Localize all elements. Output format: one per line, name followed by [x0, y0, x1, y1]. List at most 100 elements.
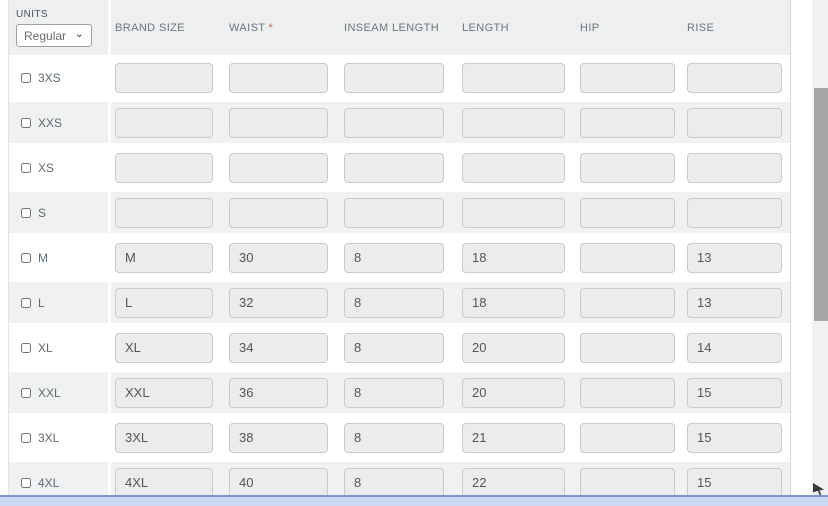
size-row-label: S — [38, 205, 47, 220]
rise-input[interactable] — [687, 107, 782, 138]
length-input[interactable] — [462, 197, 565, 228]
hip-input[interactable] — [580, 197, 675, 228]
waist-input[interactable] — [229, 377, 328, 408]
brand-size-input[interactable] — [115, 152, 213, 183]
rise-input[interactable] — [687, 242, 782, 273]
length-input[interactable] — [462, 467, 565, 498]
size-row-checkbox[interactable] — [21, 477, 31, 488]
size-row-checkbox[interactable] — [21, 432, 31, 443]
waist-input[interactable] — [229, 62, 328, 93]
hip-input[interactable] — [580, 62, 675, 93]
size-row-inputs — [111, 372, 790, 413]
size-row-checkbox[interactable] — [21, 72, 31, 83]
size-row-checkbox[interactable] — [21, 117, 31, 128]
inseam-length-input[interactable] — [344, 332, 444, 363]
waist-input[interactable] — [229, 197, 328, 228]
size-row-inputs — [111, 282, 790, 323]
rise-input[interactable] — [687, 422, 782, 453]
hip-input[interactable] — [580, 332, 675, 363]
inseam-length-input[interactable] — [344, 107, 444, 138]
brand-size-input[interactable] — [115, 467, 213, 498]
length-input[interactable] — [462, 107, 565, 138]
size-row-header: XS — [9, 145, 111, 190]
size-row-checkbox[interactable] — [21, 342, 31, 353]
rise-input[interactable] — [687, 152, 782, 183]
length-input[interactable] — [462, 332, 565, 363]
size-row-inputs — [111, 145, 790, 190]
column-header-inseam-length: INSEAM LENGTH — [344, 21, 440, 34]
table-row: M — [9, 235, 790, 280]
inseam-length-input[interactable] — [344, 287, 444, 318]
vertical-scrollbar[interactable] — [812, 0, 828, 506]
hip-input[interactable] — [580, 242, 675, 273]
table-row: XL — [9, 325, 790, 370]
brand-size-input[interactable] — [115, 377, 213, 408]
size-row-header: 3XL — [9, 415, 111, 460]
hip-input[interactable] — [580, 422, 675, 453]
brand-size-input[interactable] — [115, 107, 213, 138]
hip-input[interactable] — [580, 152, 675, 183]
brand-size-input[interactable] — [115, 287, 213, 318]
vertical-scrollbar-thumb[interactable] — [814, 88, 828, 321]
units-dropdown[interactable]: Regular ⌄ — [16, 24, 92, 47]
waist-input[interactable] — [229, 107, 328, 138]
table-row: XXL — [9, 370, 790, 415]
brand-size-input[interactable] — [115, 197, 213, 228]
inseam-length-input[interactable] — [344, 422, 444, 453]
size-row-header: 4XL — [9, 462, 111, 503]
rise-input[interactable] — [687, 332, 782, 363]
size-row-checkbox[interactable] — [21, 207, 31, 218]
waist-input[interactable] — [229, 152, 328, 183]
length-input[interactable] — [462, 152, 565, 183]
rise-input[interactable] — [687, 467, 782, 498]
waist-input[interactable] — [229, 422, 328, 453]
size-rows: 3XS XXS — [9, 55, 790, 505]
units-section: UNITS Regular ⌄ — [9, 0, 111, 55]
waist-input[interactable] — [229, 242, 328, 273]
table-row: 4XL — [9, 460, 790, 505]
waist-input[interactable] — [229, 467, 328, 498]
brand-size-input[interactable] — [115, 332, 213, 363]
inseam-length-input[interactable] — [344, 152, 444, 183]
units-selected-value: Regular — [24, 28, 67, 43]
column-header-length: LENGTH — [462, 21, 510, 34]
rise-input[interactable] — [687, 377, 782, 408]
column-headers: BRAND SIZE WAIST * INSEAM LENGTH LENGTH H… — [111, 0, 790, 55]
length-input[interactable] — [462, 422, 565, 453]
size-row-header: L — [9, 282, 111, 323]
size-row-label: 3XS — [38, 70, 61, 85]
inseam-length-input[interactable] — [344, 377, 444, 408]
waist-input[interactable] — [229, 332, 328, 363]
inseam-length-input[interactable] — [344, 62, 444, 93]
waist-input[interactable] — [229, 287, 328, 318]
hip-input[interactable] — [580, 467, 675, 498]
rise-input[interactable] — [687, 62, 782, 93]
rise-input[interactable] — [687, 197, 782, 228]
hip-input[interactable] — [580, 377, 675, 408]
size-row-header: M — [9, 235, 111, 280]
brand-size-input[interactable] — [115, 422, 213, 453]
size-row-checkbox[interactable] — [21, 297, 31, 308]
inseam-length-input[interactable] — [344, 467, 444, 498]
length-input[interactable] — [462, 287, 565, 318]
size-row-inputs — [111, 55, 790, 100]
size-row-checkbox[interactable] — [21, 387, 31, 398]
size-row-checkbox[interactable] — [21, 162, 31, 173]
length-input[interactable] — [462, 242, 565, 273]
horizontal-scrollbar[interactable] — [0, 495, 828, 506]
table-row: XS — [9, 145, 790, 190]
size-row-header: XXS — [9, 102, 111, 143]
size-row-label: 4XL — [38, 475, 60, 490]
brand-size-input[interactable] — [115, 62, 213, 93]
hip-input[interactable] — [580, 107, 675, 138]
brand-size-input[interactable] — [115, 242, 213, 273]
size-row-label: XL — [38, 340, 53, 355]
hip-input[interactable] — [580, 287, 675, 318]
length-input[interactable] — [462, 62, 565, 93]
inseam-length-input[interactable] — [344, 242, 444, 273]
inseam-length-input[interactable] — [344, 197, 444, 228]
size-row-checkbox[interactable] — [21, 252, 31, 263]
rise-input[interactable] — [687, 287, 782, 318]
size-row-inputs — [111, 462, 790, 503]
length-input[interactable] — [462, 377, 565, 408]
